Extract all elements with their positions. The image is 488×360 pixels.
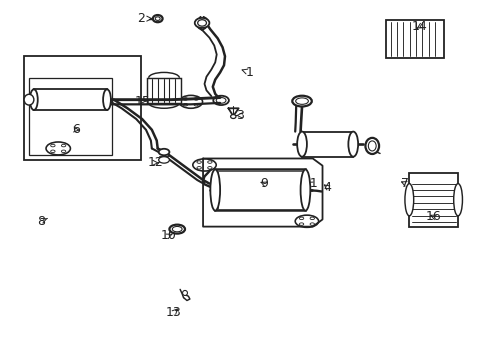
- Bar: [24, 56, 141, 160]
- Ellipse shape: [172, 226, 182, 232]
- Ellipse shape: [183, 98, 187, 100]
- Bar: [29, 78, 112, 155]
- Ellipse shape: [367, 141, 375, 151]
- Ellipse shape: [230, 114, 236, 118]
- Ellipse shape: [153, 15, 162, 22]
- Ellipse shape: [51, 150, 55, 153]
- Ellipse shape: [292, 96, 311, 107]
- Ellipse shape: [207, 167, 212, 169]
- Ellipse shape: [169, 225, 184, 234]
- Ellipse shape: [155, 17, 160, 21]
- Ellipse shape: [300, 170, 310, 211]
- Ellipse shape: [51, 144, 55, 147]
- Text: 5: 5: [296, 95, 304, 108]
- Ellipse shape: [30, 89, 38, 110]
- Ellipse shape: [299, 217, 303, 220]
- Ellipse shape: [297, 132, 306, 157]
- Ellipse shape: [213, 96, 228, 105]
- Ellipse shape: [309, 217, 314, 220]
- Text: 1: 1: [242, 66, 253, 79]
- Ellipse shape: [183, 103, 187, 106]
- Bar: [147, 78, 181, 103]
- Ellipse shape: [453, 184, 462, 216]
- Bar: [34, 89, 107, 110]
- Text: 2: 2: [137, 12, 151, 25]
- Text: 13: 13: [165, 306, 182, 319]
- Ellipse shape: [194, 18, 209, 28]
- Text: 11: 11: [302, 177, 318, 190]
- Ellipse shape: [179, 95, 202, 108]
- Bar: [302, 132, 352, 157]
- Text: 3: 3: [235, 109, 243, 122]
- Ellipse shape: [61, 144, 66, 147]
- Ellipse shape: [46, 142, 70, 155]
- Ellipse shape: [182, 291, 187, 296]
- Ellipse shape: [192, 159, 216, 171]
- Ellipse shape: [103, 89, 111, 110]
- Ellipse shape: [61, 150, 66, 153]
- Ellipse shape: [197, 161, 201, 163]
- Bar: [218, 171, 302, 209]
- Ellipse shape: [210, 170, 220, 211]
- Text: 4: 4: [323, 181, 331, 194]
- Ellipse shape: [347, 132, 357, 157]
- Text: 16: 16: [425, 210, 441, 223]
- Ellipse shape: [158, 149, 169, 155]
- Text: 10: 10: [161, 229, 177, 242]
- Text: 9: 9: [260, 177, 267, 190]
- Ellipse shape: [197, 20, 206, 26]
- Ellipse shape: [24, 94, 34, 105]
- Ellipse shape: [194, 103, 198, 106]
- Ellipse shape: [309, 223, 314, 225]
- Ellipse shape: [404, 184, 413, 216]
- Ellipse shape: [295, 98, 308, 104]
- Text: 6: 6: [72, 123, 80, 136]
- Bar: [408, 173, 457, 226]
- Bar: [385, 21, 444, 58]
- Text: 15: 15: [135, 95, 151, 108]
- Ellipse shape: [207, 161, 212, 163]
- Ellipse shape: [295, 215, 318, 227]
- Text: 12: 12: [147, 156, 163, 169]
- Text: 14: 14: [411, 20, 427, 33]
- Text: 7: 7: [401, 177, 408, 190]
- Ellipse shape: [197, 167, 201, 169]
- Ellipse shape: [299, 223, 303, 225]
- Ellipse shape: [365, 138, 378, 154]
- Ellipse shape: [158, 157, 169, 163]
- Ellipse shape: [216, 98, 225, 103]
- Bar: [215, 169, 305, 211]
- Text: 8: 8: [37, 215, 47, 228]
- Ellipse shape: [194, 98, 198, 100]
